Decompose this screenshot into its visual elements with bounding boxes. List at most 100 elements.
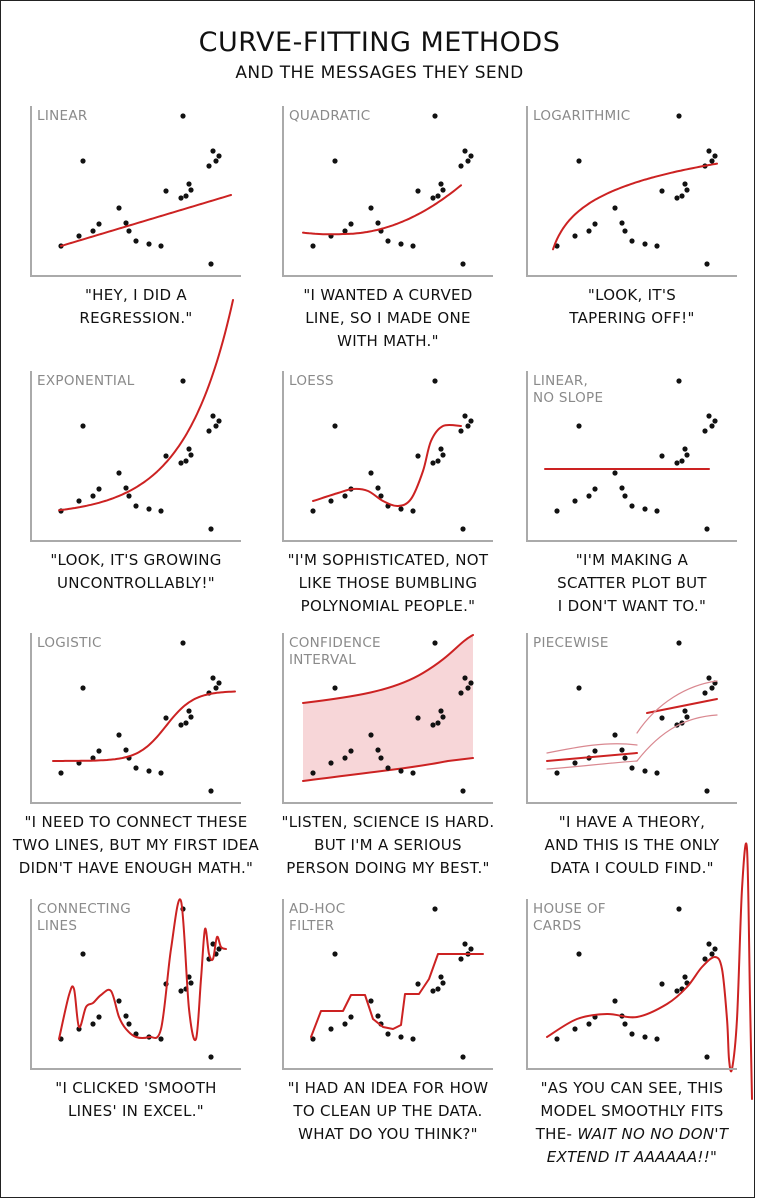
plot-area (30, 633, 241, 804)
data-point (706, 941, 712, 947)
data-point (96, 221, 102, 227)
data-point (440, 452, 446, 458)
data-point (368, 205, 374, 211)
panel-caption: "LISTEN, SCIENCE IS HARD. BUT I'M A SERI… (263, 811, 513, 880)
data-point (704, 1054, 710, 1060)
axes (282, 106, 493, 277)
caption-text: "I NEED TO CONNECT THESE TWO LINES, BUT … (12, 813, 260, 877)
plot-area (526, 842, 753, 1100)
data-point (76, 498, 82, 504)
fit-ci-lower-1 (546, 760, 638, 770)
data-point (576, 951, 582, 957)
confidence-band (303, 635, 473, 781)
fit-line (552, 162, 718, 251)
data-point (80, 423, 86, 429)
data-point (126, 1021, 132, 1027)
fit-ci-upper-2 (636, 680, 718, 734)
plot-title: HOUSE OF CARDS (533, 901, 606, 934)
caption-text: "I WANTED A CURVED LINE, SO I MADE ONE W… (303, 286, 473, 350)
fit-line (302, 184, 462, 236)
data-point (310, 508, 316, 514)
data-point (210, 941, 216, 947)
data-point (572, 233, 578, 239)
data-point (210, 675, 216, 681)
data-point (123, 485, 129, 491)
data-point (342, 1021, 348, 1027)
data-point (460, 1054, 466, 1060)
fit-layer (546, 842, 753, 1100)
caption-text: "LOOK, IT'S TAPERING OFF!" (569, 286, 695, 327)
data-point (460, 261, 466, 267)
data-point (684, 452, 690, 458)
data-point (410, 243, 416, 249)
panel-9: PIECEWISE (526, 633, 737, 804)
data-point (592, 748, 598, 754)
data-point (385, 765, 391, 771)
data-point (679, 193, 685, 199)
fit-segment-1 (546, 752, 638, 762)
data-point (76, 233, 82, 239)
data-point (682, 708, 688, 714)
data-point (435, 193, 441, 199)
plot-title: QUADRATIC (289, 108, 371, 124)
axes (526, 633, 737, 804)
data-point (704, 788, 710, 794)
data-point (684, 187, 690, 193)
data-point (368, 732, 374, 738)
plot-area (30, 299, 241, 542)
data-point (328, 1026, 334, 1032)
data-point (188, 187, 194, 193)
axes (30, 899, 241, 1070)
data-point (116, 732, 122, 738)
axes (526, 106, 737, 277)
data-point (712, 946, 718, 952)
fit-ci-lower-2 (636, 714, 718, 762)
fit-line (546, 842, 753, 1100)
data-point (642, 1034, 648, 1040)
data-point (146, 506, 152, 512)
axes (30, 371, 241, 542)
data-point (619, 220, 625, 226)
data-point (208, 526, 214, 532)
data-point (465, 158, 471, 164)
fit-segment-2 (646, 698, 718, 714)
data-point (654, 1036, 660, 1042)
data-point (576, 158, 582, 164)
data-point (208, 788, 214, 794)
data-point (133, 238, 139, 244)
data-point (332, 423, 338, 429)
plot-title: LOESS (289, 373, 334, 389)
data-point (612, 732, 618, 738)
plot-title: CONNECTING LINES (37, 901, 131, 934)
data-point (432, 378, 438, 384)
data-point (642, 768, 648, 774)
data-point (619, 485, 625, 491)
data-point (123, 1013, 129, 1019)
caption-text: "AS YOU CAN SEE, THIS MODEL SMOOTHLY FIT… (535, 1079, 724, 1143)
data-point (676, 113, 682, 119)
data-point (328, 498, 334, 504)
plot-title: AD-HOC FILTER (289, 901, 346, 934)
data-point (435, 986, 441, 992)
data-point (709, 158, 715, 164)
data-point (328, 760, 334, 766)
data-point (213, 423, 219, 429)
panel-1: LINEAR (30, 106, 241, 277)
data-point (709, 951, 715, 957)
data-point (712, 153, 718, 159)
data-point (654, 508, 660, 514)
data-point (216, 680, 222, 686)
data-point (586, 228, 592, 234)
data-point (188, 980, 194, 986)
data-point (438, 181, 444, 187)
data-point (116, 205, 122, 211)
data-point (438, 974, 444, 980)
fit-layer (52, 690, 236, 762)
data-point (368, 470, 374, 476)
data-point (183, 193, 189, 199)
data-point (712, 418, 718, 424)
data-point (375, 220, 381, 226)
data-point (468, 946, 474, 952)
data-point (158, 1036, 164, 1042)
data-point (210, 413, 216, 419)
